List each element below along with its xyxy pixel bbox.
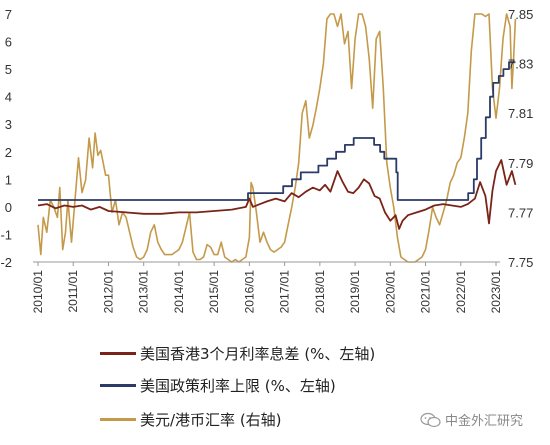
y-left-tick-label: -2 [0,255,12,270]
y-right-tick-label: 7.85 [508,7,533,22]
watermark: 中金外汇研究 [420,410,523,429]
y-left-tick-label: 5 [5,62,12,77]
x-tick-label: 2019/01 [348,270,362,314]
watermark-text: 中金外汇研究 [445,414,524,429]
legend-label-fed-rate: 美国政策利率上限 (%、左轴) [140,376,336,395]
axes: -2 -1 0 1 2 3 4 5 6 7 7.75 7.77 7.79 7.81 7.83 7.85 2010… [0,7,533,313]
y-right-tick-label: 7.79 [508,156,533,171]
series-line-spread [37,159,517,230]
x-tick-label: 2021/01 [419,270,433,314]
legend-swatch-spread [100,351,136,355]
y-left-tick-label: 1 [5,172,12,187]
x-tick-label: 2014/01 [172,270,186,314]
x-tick-label: 2016/01 [242,270,256,314]
y-right-tick-label: 7.77 [508,205,533,220]
x-tick-label: 2011/01 [66,270,80,313]
x-tick-label: 2010/01 [31,270,45,314]
legend-swatch-usdhkd [100,417,136,421]
legend-item-fed-rate: 美国政策利率上限 (%、左轴) [100,372,336,398]
x-tick-label: 2022/01 [454,270,468,314]
y-left-tick-label: 6 [5,35,12,50]
wechat-icon [420,412,441,427]
legend-label-usdhkd: 美元/港币汇率 (右轴) [140,410,282,429]
x-tick-label: 2023/01 [489,270,503,314]
x-tick-label: 2012/01 [101,270,115,314]
y-left-tick-label: 0 [5,200,12,215]
y-right-tick-label: 7.75 [508,255,533,270]
legend-item-spread: 美国香港3个月利率息差 (%、左轴) [100,340,375,366]
x-tick-label: 2017/01 [278,270,292,314]
y-left-tick-label: 7 [5,7,12,22]
x-tick-label: 2020/01 [383,270,397,314]
series-line-usdhkd [37,13,517,263]
x-tick-label: 2018/01 [313,270,327,314]
y-left-tick-label: 4 [5,90,12,105]
plot-lines [37,13,517,263]
legend-item-usdhkd: 美元/港币汇率 (右轴) [100,406,282,432]
legend-swatch-fed-rate [100,383,136,387]
x-tick-label: 2015/01 [207,270,221,314]
y-left-tick-label: 3 [5,117,12,132]
series-line-fed-rate [38,61,516,201]
y-right-tick-label: 7.81 [508,106,533,121]
y-right-tick-label: 7.83 [508,57,533,72]
y-left-tick-label: -1 [0,227,12,242]
x-tick-label: 2013/01 [137,270,151,314]
y-left-tick-label: 2 [5,145,12,160]
legend-label-spread: 美国香港3个月利率息差 (%、左轴) [140,344,376,363]
